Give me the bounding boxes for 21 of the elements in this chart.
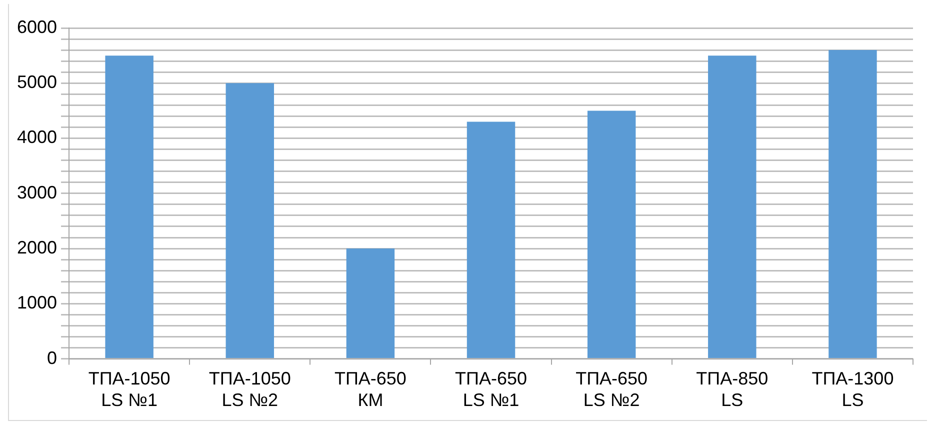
x-tick-label: ТПА-650 LS №2 [576,368,648,410]
y-tick-label: 3000 [16,182,58,202]
bar [708,56,756,358]
bar [105,56,154,358]
x-tick-label: ТПА-650 КМ [334,368,406,410]
bar [346,248,395,358]
y-tick-label: 2000 [16,238,58,258]
bar [828,50,877,358]
bar [466,122,516,358]
x-tick-label: ТПА-1300 LS [812,368,894,410]
x-tick-label: ТПА-650 LS №1 [455,368,528,410]
y-tick-label: 5000 [16,72,58,92]
y-tick-label: 6000 [16,16,58,37]
bar [226,83,274,358]
x-tick-label: ТПА-1050 LS №1 [88,368,170,410]
x-tick-label: ТПА-850 LS [696,368,768,410]
y-tick-label: 0 [47,348,58,368]
bar [587,110,636,358]
y-tick-label: 4000 [16,127,58,148]
x-tick-label: ТПА-1050 LS №2 [208,368,291,410]
y-tick-label: 1000 [16,292,58,313]
